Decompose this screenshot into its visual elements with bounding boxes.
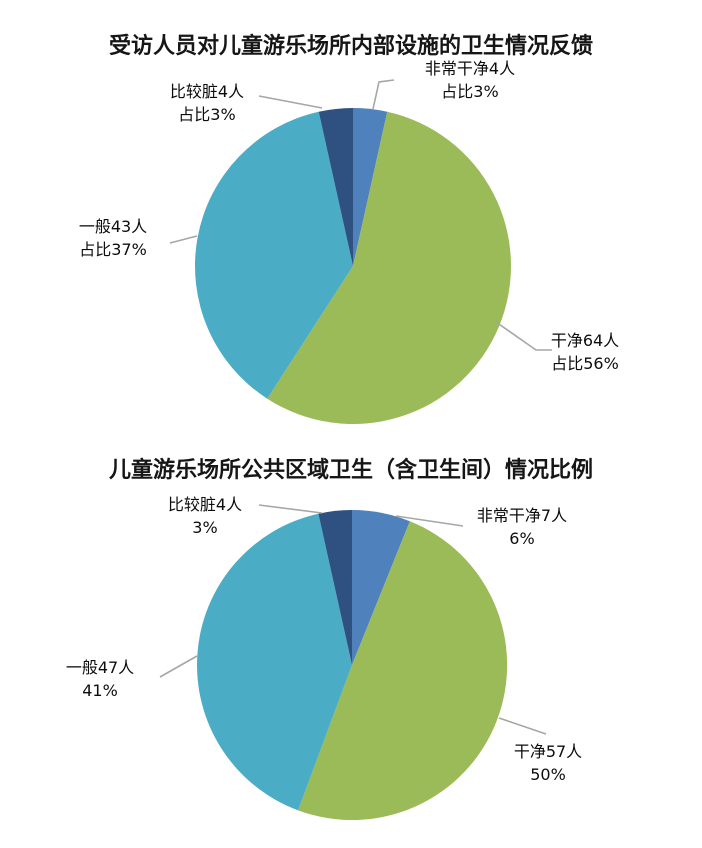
slice-label-line1: 干净57人 <box>513 742 583 761</box>
slice-label-line2: 占比37% <box>79 240 147 259</box>
pie-slice-very-clean <box>352 510 410 665</box>
slice-label-line2: 占比3% <box>441 82 499 101</box>
slice-label-line2: 6% <box>509 529 535 548</box>
leader-line-average <box>169 235 198 244</box>
slice-label-line1: 一般47人 <box>65 658 135 677</box>
slice-label-line1: 比较脏4人 <box>167 495 243 514</box>
chart-title: 儿童游乐场所公共区域卫生（含卫生间）情况比例 <box>108 458 593 483</box>
pie-slice-clean <box>298 521 508 821</box>
slice-label-clean: 干净64人 占比56% <box>551 329 619 375</box>
slice-label-very-clean: 非常干净4人 占比3% <box>425 57 515 103</box>
leader-line-clean <box>495 321 552 351</box>
pie-slice-dirty <box>318 510 352 665</box>
pie-svg <box>159 504 547 821</box>
pie-svg <box>169 79 552 424</box>
chart-title: 受访人员对儿童游乐场所内部设施的卫生情况反馈 <box>108 34 593 59</box>
slice-label-line2: 3% <box>192 518 218 537</box>
slice-label-line2: 41% <box>82 681 118 700</box>
leader-line-clean <box>498 717 547 735</box>
slice-label-average: 一般43人 占比37% <box>79 215 147 261</box>
pie-chart-internal-facilities: 受访人员对儿童游乐场所内部设施的卫生情况反馈 非常干净4人 占比3% 干净64人… <box>79 34 619 424</box>
slice-label-very-clean: 非常干净7人 6% <box>477 504 567 550</box>
slice-label-dirty: 比较脏4人 3% <box>168 493 242 539</box>
pie-slice-average <box>194 111 353 399</box>
leader-line-dirty <box>258 504 323 514</box>
leader-line-dirty <box>258 95 323 109</box>
slice-label-line1: 非常干净4人 <box>424 59 516 78</box>
pie-slice-average <box>196 513 352 811</box>
leader-line-very-clean <box>372 79 395 110</box>
slice-label-line1: 干净64人 <box>550 331 620 350</box>
pie-slice-dirty <box>318 108 353 266</box>
slice-label-line2: 50% <box>530 765 566 784</box>
slice-label-line1: 一般43人 <box>78 217 148 236</box>
slice-label-line2: 占比56% <box>551 354 619 373</box>
leader-line-very-clean <box>395 515 464 527</box>
slice-label-dirty: 比较脏4人 占比3% <box>170 80 244 126</box>
slice-label-line1: 非常干净7人 <box>476 506 568 525</box>
slice-label-line2: 占比3% <box>178 105 236 124</box>
slice-label-average: 一般47人 41% <box>66 656 134 702</box>
pie-slice-clean <box>267 111 511 424</box>
pie-slice-very-clean <box>353 108 388 266</box>
slice-label-clean: 干净57人 50% <box>514 740 582 786</box>
pie-chart-public-areas: 儿童游乐场所公共区域卫生（含卫生间）情况比例 非常干净7人 6% 干净57人 5… <box>0 424 702 848</box>
leader-line-average <box>159 655 198 678</box>
slice-label-line1: 比较脏4人 <box>169 82 245 101</box>
